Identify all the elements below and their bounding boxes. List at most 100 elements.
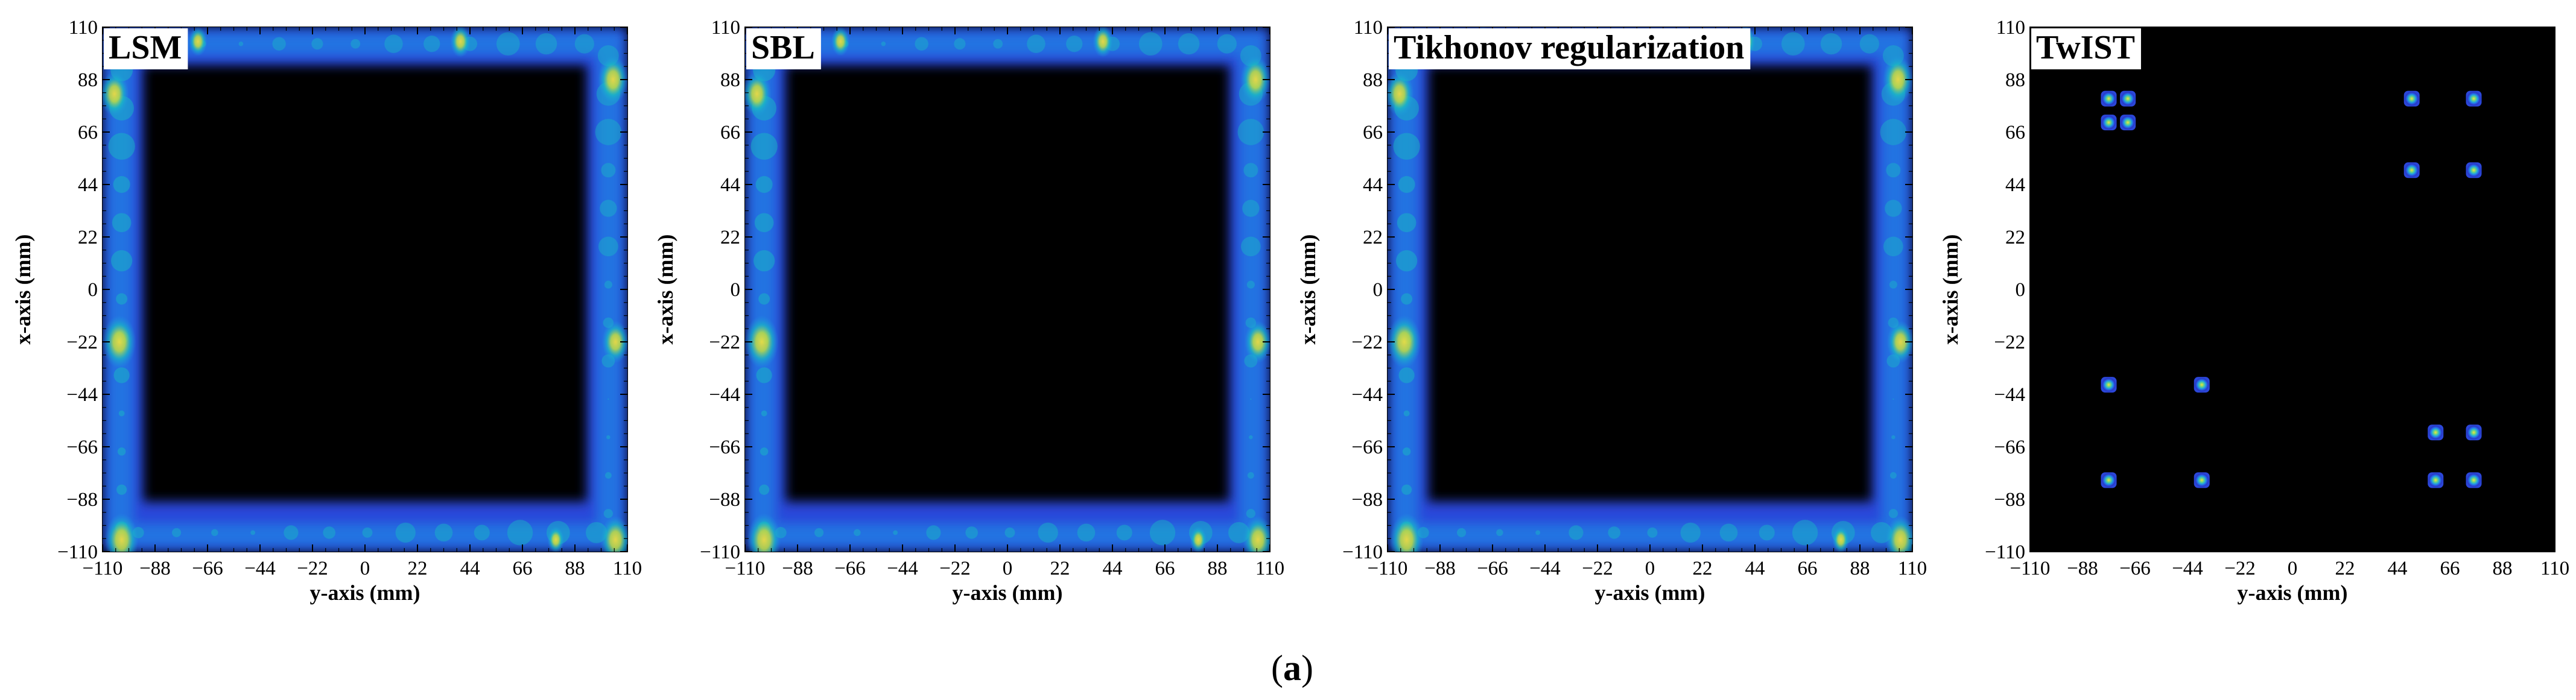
x-tick-label: −110 <box>83 558 123 579</box>
y-axis-label: x-axis (mm) <box>1938 235 1962 345</box>
y-tick-label: 44 <box>78 174 98 196</box>
x-tick-label: −110 <box>2010 558 2051 579</box>
x-ticks: −110 −88 −66 −44 −22 0 22 44 66 88 110 <box>83 27 642 579</box>
source-point-core <box>2466 473 2481 488</box>
frame-blob <box>753 250 775 272</box>
hotspot <box>601 320 627 364</box>
y-tick-label: 22 <box>2005 227 2025 248</box>
y-tick-label: −44 <box>709 384 740 406</box>
x-tick-label: 88 <box>1850 558 1870 579</box>
frame-blob <box>1883 236 1903 257</box>
panel-title-tikhonov: Tikhonov regularization <box>1394 29 1744 66</box>
frame-blob <box>1249 435 1253 440</box>
frame-blob <box>600 200 617 217</box>
frame-blob <box>1217 34 1237 54</box>
y-tick-label: −110 <box>1342 541 1383 563</box>
y-tick-label: 44 <box>1363 174 1383 196</box>
hotspot <box>1244 320 1270 364</box>
hotspot <box>547 526 565 552</box>
hotspot <box>450 27 471 58</box>
frame-blob <box>434 523 453 542</box>
hotspot <box>103 315 136 368</box>
x-axis-label: y-axis (mm) <box>310 581 420 605</box>
hotspot <box>1243 516 1270 552</box>
y-tick-label: 110 <box>1354 17 1383 39</box>
frame-blob <box>761 410 767 417</box>
frame-blob <box>1880 119 1907 145</box>
caption-close: ) <box>1301 648 1313 688</box>
panel-sbl: −110 −88 −66 −44 −22 0 22 44 66 88 110 110 88 66 44 22… <box>653 17 1284 605</box>
y-tick-label: 88 <box>2005 69 2025 91</box>
x-tick-label: 22 <box>1050 558 1070 579</box>
frame-blob <box>172 528 182 537</box>
hotspot <box>1190 526 1207 552</box>
frame-blob <box>1077 523 1096 542</box>
panel-twist: −110 −88 −66 −44 −22 0 22 44 66 88 110 110 88 66 44 22… <box>1938 17 2569 605</box>
frame-blob <box>1892 398 1894 400</box>
frame-blob <box>606 435 611 440</box>
source-point-core <box>2121 115 2136 130</box>
y-tick-label: 22 <box>1363 227 1383 248</box>
x-tick-label: −88 <box>2067 558 2098 579</box>
frame-blob <box>1149 520 1176 546</box>
hotspot <box>188 27 208 56</box>
heatmap-layer <box>103 27 627 552</box>
x-tick-label: 66 <box>1798 558 1818 579</box>
y-tick-label: −44 <box>1994 384 2025 406</box>
frame-blob <box>881 41 886 46</box>
y-tick-label: 66 <box>1363 122 1383 143</box>
source-point-core <box>2404 163 2419 178</box>
frame-blob <box>598 236 618 257</box>
hotspot <box>1883 55 1912 104</box>
frame-blob <box>424 36 440 52</box>
source-point-core <box>2194 473 2209 488</box>
hotspot <box>600 516 627 552</box>
source-point-core <box>2466 91 2481 106</box>
x-tick-label: −22 <box>1582 558 1613 579</box>
y-axis-label: x-axis (mm) <box>11 235 35 345</box>
frame-blob <box>238 41 244 46</box>
frame-blob <box>112 213 132 233</box>
frame-blob <box>1891 435 1896 440</box>
y-tick-label: −88 <box>709 489 740 511</box>
x-ticks: −110 −88 −66 −44 −22 0 22 44 66 88 110 <box>2010 27 2569 579</box>
x-tick-label: 88 <box>565 558 585 579</box>
title-box-tikhonov <box>1389 28 1751 69</box>
x-tick-label: −22 <box>297 558 328 579</box>
x-tick-label: 22 <box>1693 558 1713 579</box>
x-axis-label: y-axis (mm) <box>1595 581 1705 605</box>
y-tick-label: 88 <box>1363 69 1383 91</box>
frame-blob <box>1402 447 1411 456</box>
source-point-core <box>2404 91 2419 106</box>
frame-blob <box>1820 33 1842 55</box>
frame-blob <box>108 133 135 160</box>
frame-blob <box>1888 509 1898 519</box>
y-tick-label: 44 <box>720 174 740 196</box>
y-tick-label: 88 <box>78 69 98 91</box>
frame-blob <box>1241 236 1261 257</box>
x-tick-label: 88 <box>1208 558 1228 579</box>
y-tick-label: −66 <box>709 437 740 458</box>
frame-blob <box>1398 367 1415 383</box>
frame-blob <box>284 525 299 540</box>
frame-blob <box>1647 527 1658 538</box>
frame-blob <box>118 410 125 417</box>
frame-blob <box>1859 34 1879 54</box>
frame-blob <box>1889 472 1897 479</box>
frame-blob <box>1066 36 1083 52</box>
x-tick-label: 110 <box>2540 558 2569 579</box>
caption-label: a <box>1283 648 1301 688</box>
frame-blob <box>814 528 824 537</box>
x-tick-label: −22 <box>2224 558 2256 579</box>
frame-blob <box>1401 293 1413 305</box>
source-point-core <box>2466 425 2481 440</box>
x-ticks: −110 −88 −66 −44 −22 0 22 44 66 88 110 <box>725 27 1284 579</box>
title-box-twist <box>2031 28 2141 69</box>
frame-blob <box>1759 525 1775 541</box>
frame-blob <box>1242 200 1260 217</box>
y-tick-label: 0 <box>88 279 98 301</box>
y-tick-label: 88 <box>720 69 740 91</box>
heatmap-layer <box>745 27 1270 552</box>
x-tick-label: 22 <box>2335 558 2355 579</box>
